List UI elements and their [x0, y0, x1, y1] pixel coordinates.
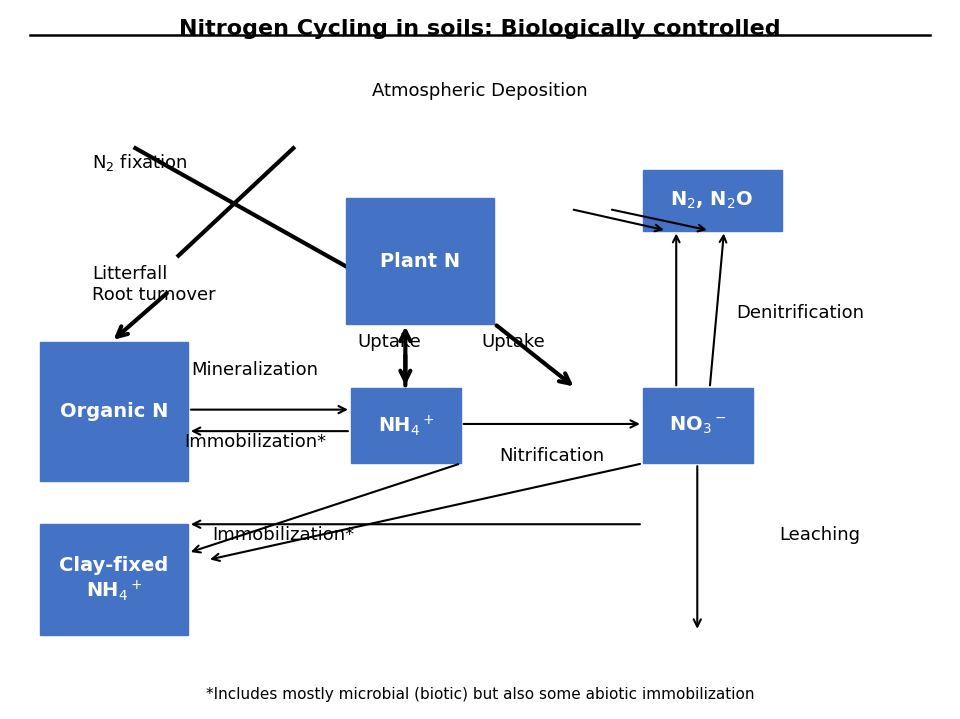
FancyBboxPatch shape: [643, 388, 753, 463]
Text: Leaching: Leaching: [780, 526, 860, 544]
Text: Clay-fixed
NH$_4$$^+$: Clay-fixed NH$_4$$^+$: [60, 556, 169, 603]
Text: *Includes mostly microbial (biotic) but also some abiotic immobilization: *Includes mostly microbial (biotic) but …: [205, 687, 755, 702]
Text: Immobilization*: Immobilization*: [184, 433, 326, 451]
Text: Denitrification: Denitrification: [736, 304, 865, 322]
Text: N$_2$ fixation: N$_2$ fixation: [92, 152, 188, 173]
Text: Immobilization*: Immobilization*: [213, 526, 355, 544]
Text: Atmospheric Deposition: Atmospheric Deposition: [372, 82, 588, 100]
FancyBboxPatch shape: [643, 170, 781, 231]
Text: NO$_3$$^-$: NO$_3$$^-$: [669, 415, 727, 436]
Text: Organic N: Organic N: [60, 402, 168, 421]
Text: Uptake: Uptake: [357, 333, 420, 351]
Text: Nitrogen Cycling in soils: Biologically controlled: Nitrogen Cycling in soils: Biologically …: [180, 19, 780, 40]
Text: Plant N: Plant N: [380, 252, 460, 270]
Text: Nitrification: Nitrification: [499, 447, 605, 465]
FancyBboxPatch shape: [350, 388, 461, 463]
Text: Uptake: Uptake: [482, 333, 545, 351]
Text: Litterfall
Root turnover: Litterfall Root turnover: [92, 265, 216, 303]
FancyBboxPatch shape: [39, 342, 188, 481]
FancyBboxPatch shape: [346, 198, 494, 324]
Text: NH$_4$$^+$: NH$_4$$^+$: [377, 413, 434, 438]
Text: N$_2$, N$_2$O: N$_2$, N$_2$O: [670, 190, 754, 211]
FancyBboxPatch shape: [39, 524, 188, 636]
Text: Mineralization: Mineralization: [192, 361, 319, 379]
